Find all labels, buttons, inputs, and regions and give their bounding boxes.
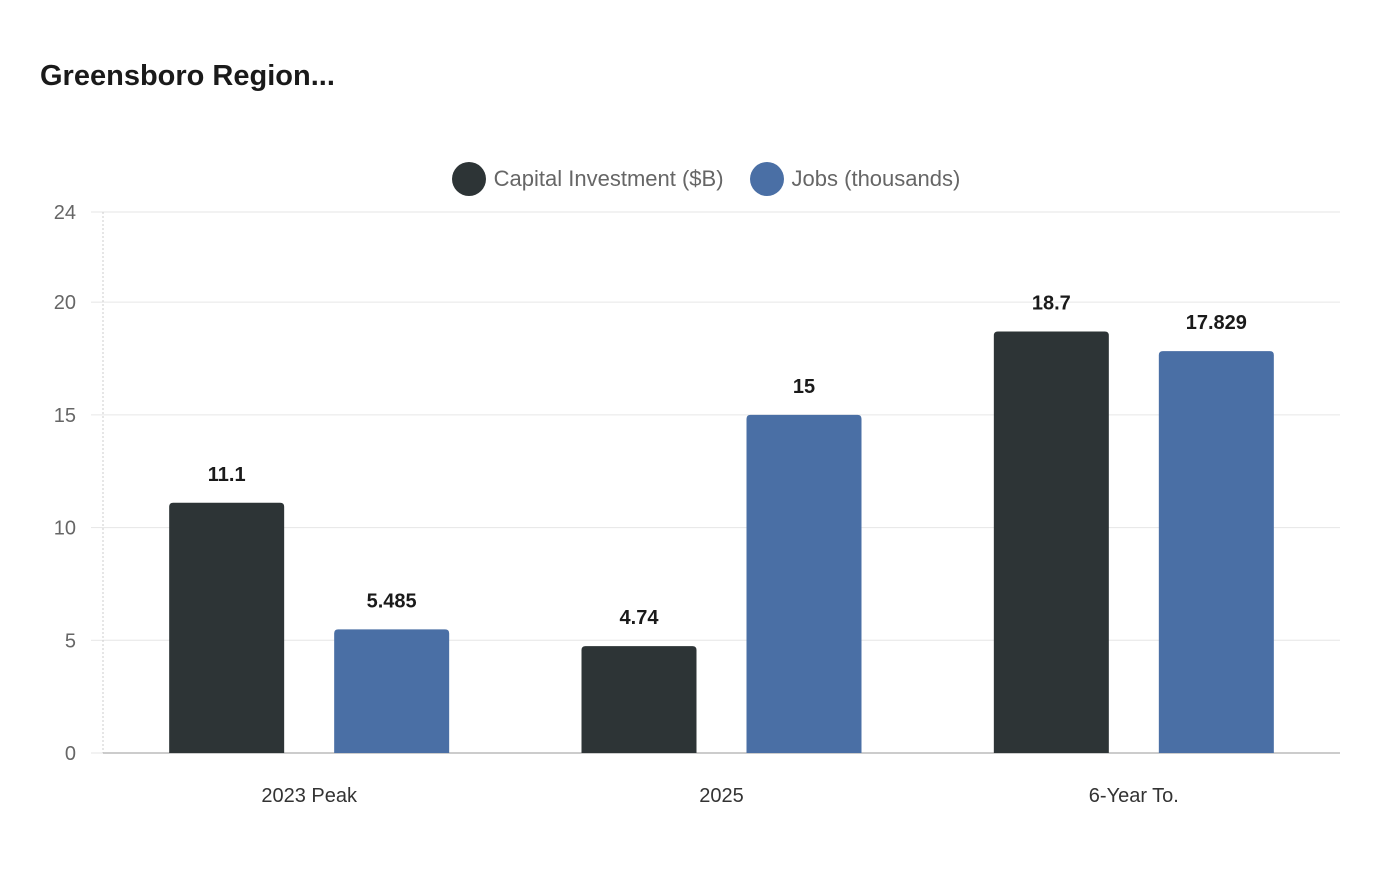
legend-label-capital-investment: Capital Investment ($B) [493, 166, 724, 191]
axes: 0 5 10 15 20 24 2023 Peak 2025 6-Year To. [54, 202, 1340, 807]
data-label-jobs-thousands-2025: 15 [793, 376, 815, 398]
grid-lines [91, 211, 1340, 754]
chart-title: Greensboro Region... [40, 60, 335, 92]
data-label-jobs-thousands-6-year-to: 17.829 [1186, 312, 1247, 334]
y-tick-label-15: 15 [54, 405, 76, 427]
legend-item-capital-investment[interactable]: Capital Investment ($B) [451, 162, 724, 196]
bars [169, 331, 1274, 753]
bar-capital-investment-b-6-year-to[interactable] [993, 331, 1109, 753]
bar-capital-investment-b-2023-peak[interactable] [169, 502, 285, 753]
bar-jobs-thousands-2025[interactable] [746, 414, 862, 753]
y-tick-label-5: 5 [65, 630, 76, 652]
y-tick-label-0: 0 [65, 743, 76, 765]
data-label-capital-investment-b-2025: 4.74 [620, 607, 660, 629]
y-tick-label-20: 20 [54, 292, 76, 314]
bar-jobs-thousands-2023-peak[interactable] [334, 629, 450, 753]
x-category-label-0: 2023 Peak [261, 785, 358, 807]
chart-legend: Capital Investment ($B) Jobs (thousands) [0, 162, 1400, 196]
data-label-jobs-thousands-2023-peak: 5.485 [367, 590, 417, 612]
y-tick-label-10: 10 [54, 518, 76, 540]
bar-jobs-thousands-6-year-to[interactable] [1158, 351, 1274, 753]
bar-capital-investment-b-2025[interactable] [581, 646, 697, 753]
y-tick-label-24: 24 [54, 202, 76, 224]
data-label-capital-investment-b-6-year-to: 18.7 [1032, 292, 1071, 314]
legend-swatch-jobs [749, 162, 784, 196]
legend-item-jobs[interactable]: Jobs (thousands) [749, 162, 961, 196]
data-labels: 11.1 5.485 4.74 15 18.7 17.829 [208, 292, 1247, 629]
legend-swatch-capital-investment [451, 162, 486, 196]
data-label-capital-investment-b-2023-peak: 11.1 [208, 464, 246, 486]
x-category-label-2: 6-Year To. [1089, 785, 1179, 807]
x-category-label-1: 2025 [699, 785, 744, 807]
legend-label-jobs: Jobs (thousands) [791, 166, 961, 191]
